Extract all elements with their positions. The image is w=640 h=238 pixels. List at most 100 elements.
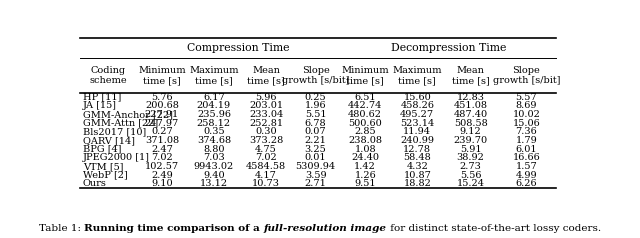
Text: 373.28: 373.28 [249, 136, 283, 145]
Text: 5.91: 5.91 [460, 144, 481, 154]
Text: 5.96: 5.96 [255, 93, 276, 102]
Text: JA [15]: JA [15] [83, 101, 117, 110]
Text: 9.10: 9.10 [151, 179, 173, 188]
Text: 1.08: 1.08 [355, 144, 376, 154]
Text: 38.92: 38.92 [457, 153, 484, 162]
Text: Slope
growth [s/bit]: Slope growth [s/bit] [493, 66, 560, 85]
Text: 0.01: 0.01 [305, 153, 326, 162]
Text: 5.51: 5.51 [305, 110, 326, 119]
Text: 2.73: 2.73 [460, 162, 481, 171]
Text: 9.40: 9.40 [203, 170, 225, 179]
Text: QARV [14]: QARV [14] [83, 136, 135, 145]
Text: 238.08: 238.08 [348, 136, 382, 145]
Text: 233.04: 233.04 [249, 110, 283, 119]
Text: VTM [5]: VTM [5] [83, 162, 124, 171]
Text: 2.47: 2.47 [151, 144, 173, 154]
Text: 235.96: 235.96 [197, 110, 231, 119]
Text: 480.62: 480.62 [348, 110, 382, 119]
Text: 451.08: 451.08 [454, 101, 488, 110]
Text: 4584.58: 4584.58 [246, 162, 286, 171]
Text: 6.26: 6.26 [516, 179, 537, 188]
Text: 7.36: 7.36 [516, 127, 537, 136]
Text: 7.03: 7.03 [203, 153, 225, 162]
Text: 9.12: 9.12 [460, 127, 481, 136]
Text: 2.85: 2.85 [355, 127, 376, 136]
Text: 239.70: 239.70 [454, 136, 488, 145]
Text: 203.01: 203.01 [249, 101, 283, 110]
Text: 4.99: 4.99 [516, 170, 537, 179]
Text: 1.79: 1.79 [516, 136, 537, 145]
Text: 18.82: 18.82 [403, 179, 431, 188]
Text: 247.97: 247.97 [145, 119, 179, 128]
Text: 4.17: 4.17 [255, 170, 277, 179]
Text: Slope
growth [s/bit]: Slope growth [s/bit] [282, 66, 349, 85]
Text: Coding
scheme: Coding scheme [90, 66, 127, 85]
Text: HP [11]: HP [11] [83, 93, 122, 102]
Text: 1.26: 1.26 [355, 170, 376, 179]
Text: Mean
time [s]: Mean time [s] [247, 66, 285, 85]
Text: 24.40: 24.40 [351, 153, 379, 162]
Text: full-resolution image: full-resolution image [264, 224, 387, 233]
Text: 4.32: 4.32 [406, 162, 428, 171]
Text: 458.26: 458.26 [400, 101, 435, 110]
Text: 3.59: 3.59 [305, 170, 326, 179]
Text: 16.66: 16.66 [513, 153, 540, 162]
Text: Maximum
time [s]: Maximum time [s] [189, 66, 239, 85]
Text: 12.78: 12.78 [403, 144, 431, 154]
Text: 3.25: 3.25 [305, 144, 326, 154]
Text: 11.94: 11.94 [403, 127, 431, 136]
Text: Bls2017 [10]: Bls2017 [10] [83, 127, 146, 136]
Text: Table 1:: Table 1: [39, 224, 84, 233]
Text: 7.02: 7.02 [151, 153, 173, 162]
Text: 4.75: 4.75 [255, 144, 277, 154]
Text: 58.48: 58.48 [403, 153, 431, 162]
Text: GMM-Attn [22]: GMM-Attn [22] [83, 119, 158, 128]
Text: 15.06: 15.06 [513, 119, 540, 128]
Text: 10.87: 10.87 [403, 170, 431, 179]
Text: 204.19: 204.19 [197, 101, 231, 110]
Text: 10.73: 10.73 [252, 179, 280, 188]
Text: 374.68: 374.68 [197, 136, 231, 145]
Text: 495.27: 495.27 [400, 110, 435, 119]
Text: 0.07: 0.07 [305, 127, 326, 136]
Text: 508.58: 508.58 [454, 119, 488, 128]
Text: 2.49: 2.49 [151, 170, 173, 179]
Text: 258.12: 258.12 [197, 119, 231, 128]
Text: 1.57: 1.57 [516, 162, 537, 171]
Text: Compression Time: Compression Time [188, 43, 290, 53]
Text: WebP [2]: WebP [2] [83, 170, 128, 179]
Text: 7.02: 7.02 [255, 153, 277, 162]
Text: Ours: Ours [83, 179, 107, 188]
Text: 9.51: 9.51 [355, 179, 376, 188]
Text: 1.96: 1.96 [305, 101, 326, 110]
Text: 9943.02: 9943.02 [194, 162, 234, 171]
Text: 5.76: 5.76 [151, 93, 173, 102]
Text: 0.25: 0.25 [305, 93, 326, 102]
Text: 200.68: 200.68 [145, 101, 179, 110]
Text: Mean
time [s]: Mean time [s] [452, 66, 490, 85]
Text: 5.57: 5.57 [516, 93, 537, 102]
Text: 227.91: 227.91 [145, 110, 179, 119]
Text: Minimum
time [s]: Minimum time [s] [341, 66, 389, 85]
Text: 0.27: 0.27 [151, 127, 173, 136]
Text: 6.01: 6.01 [516, 144, 537, 154]
Text: GMM-Anchor [22]: GMM-Anchor [22] [83, 110, 173, 119]
Text: 0.30: 0.30 [255, 127, 277, 136]
Text: 500.60: 500.60 [348, 119, 382, 128]
Text: 2.21: 2.21 [305, 136, 326, 145]
Text: 371.08: 371.08 [145, 136, 179, 145]
Text: 523.14: 523.14 [400, 119, 435, 128]
Text: 240.99: 240.99 [400, 136, 435, 145]
Text: Minimum
time [s]: Minimum time [s] [138, 66, 186, 85]
Text: BPG [4]: BPG [4] [83, 144, 122, 154]
Text: 15.60: 15.60 [403, 93, 431, 102]
Text: 6.78: 6.78 [305, 119, 326, 128]
Text: 487.40: 487.40 [454, 110, 488, 119]
Text: JPEG2000 [1]: JPEG2000 [1] [83, 153, 150, 162]
Text: 1.42: 1.42 [355, 162, 376, 171]
Text: 0.35: 0.35 [203, 127, 225, 136]
Text: 12.83: 12.83 [456, 93, 484, 102]
Text: 252.81: 252.81 [249, 119, 283, 128]
Text: Running time comparison of a: Running time comparison of a [84, 224, 264, 233]
Text: for distinct state-of-the-art lossy coders.: for distinct state-of-the-art lossy code… [387, 224, 601, 233]
